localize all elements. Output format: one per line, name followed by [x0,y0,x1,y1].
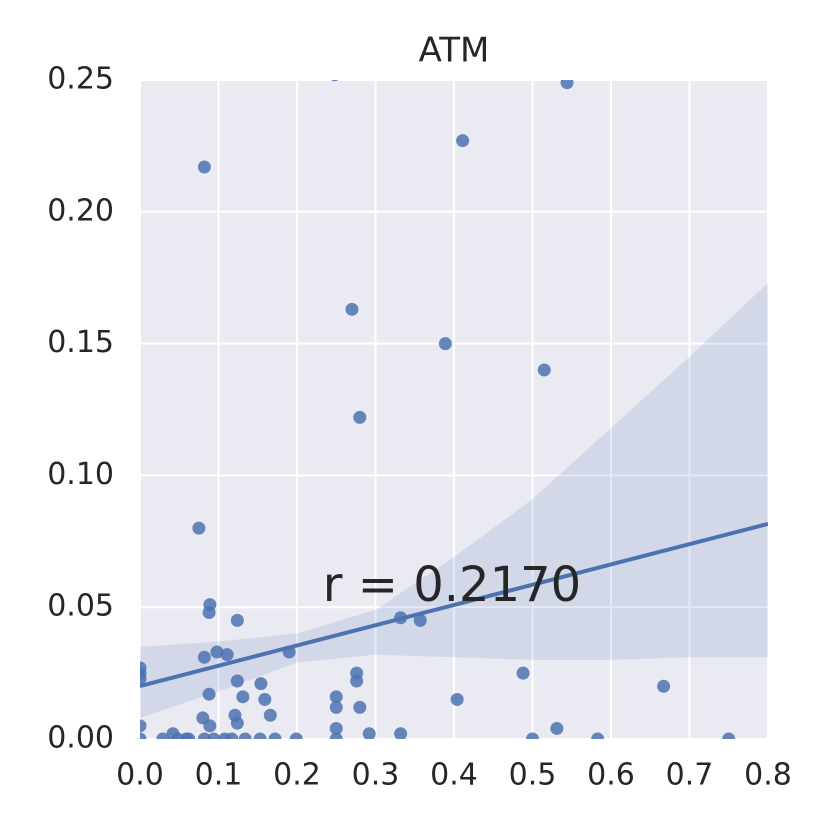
point [329,721,343,735]
point [362,727,376,739]
point [450,692,464,706]
point [263,708,277,722]
x-tick-label: 0.7 [666,758,714,793]
x-tick-label: 0.3 [352,758,400,793]
point [550,721,564,735]
point [560,80,574,90]
point [182,732,196,739]
point [192,521,206,535]
point [210,645,224,659]
point [203,719,217,733]
chart-title: ATM [419,31,490,71]
point [140,732,147,739]
point [156,732,170,739]
point [413,613,427,627]
point [516,666,530,680]
point [225,732,239,739]
point [197,650,211,664]
ticks: 0.0 0.1 0.2 0.3 0.4 0.5 0.6 0.7 0.8 0.00 0.05 0.10 0… [47,62,792,793]
point [722,732,736,739]
point [254,677,268,691]
y-tick-label: 0.00 [47,721,114,756]
point [253,732,267,739]
point [456,134,470,148]
point [230,716,244,730]
point [537,363,551,377]
y-tick-label: 0.10 [47,457,114,492]
point [526,732,539,739]
point [330,80,339,82]
point [202,687,216,701]
point [394,727,408,739]
point [202,605,216,619]
point [220,648,234,662]
point [345,302,359,316]
point [353,410,367,424]
point [268,732,282,739]
annotation: r = 0.2170 [323,557,581,613]
point [329,690,343,704]
regression-line [140,521,768,688]
x-tick-label: 0.1 [195,758,243,793]
point [258,692,272,706]
x-tick-label: 0.0 [116,758,164,793]
point [140,671,147,685]
confidence-band [140,282,768,718]
point [438,337,452,351]
y-tick-label: 0.25 [47,62,114,97]
point [238,732,252,739]
x-tick-label: 0.6 [587,758,635,793]
plot-area [140,80,768,739]
point [350,674,364,688]
point [236,690,250,704]
point [230,613,244,627]
x-tick-label: 0.2 [273,758,321,793]
point [197,160,211,174]
point [353,700,367,714]
point [329,700,343,714]
grid [139,79,769,740]
point [207,732,221,739]
point [591,732,605,739]
x-tick-label: 0.4 [430,758,478,793]
y-tick-label: 0.20 [47,193,114,228]
point [329,732,343,739]
point [657,679,671,693]
y-tick-label: 0.15 [47,325,114,360]
x-tick-label: 0.5 [509,758,557,793]
point [230,674,244,688]
point [289,732,303,739]
y-tick-label: 0.05 [47,589,114,624]
point [140,719,147,733]
x-tick-label: 0.8 [744,758,792,793]
